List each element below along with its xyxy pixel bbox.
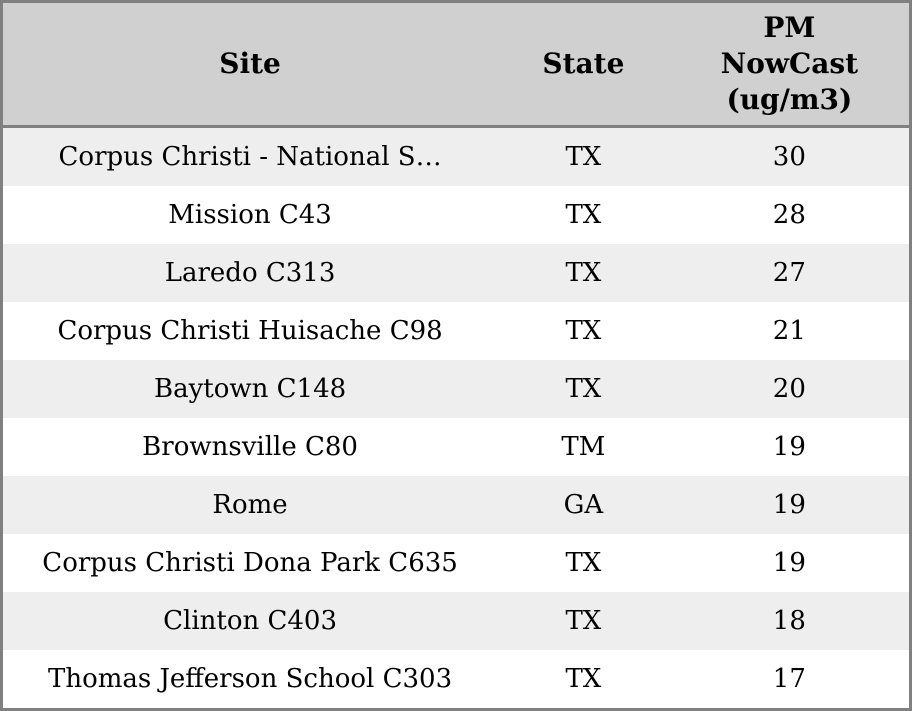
table-row: Mission C43 TX 28 [1,186,911,244]
site-cell: Thomas Jefferson School C303 [47,664,453,694]
site-cell: Brownsville C80 [142,432,358,462]
column-header-site: Site [1,1,498,128]
column-header-pm-nowcast-label: PM NowCast (ug/m3) [720,11,859,116]
state-cell: TX [565,664,602,694]
column-header-state-label: State [542,47,625,81]
state-cell: TX [565,200,602,230]
table-body: Corpus Christi - National S… TX 30 Mission … [1,126,911,710]
state-cell: TX [565,258,602,288]
site-cell: Corpus Christi - National S… [58,142,442,172]
table-row: Thomas Jefferson School C303 TX 17 [1,650,911,710]
table-row: Brownsville C80 TM 19 [1,418,911,476]
header-row: Site State PM NowCast (ug/m3) [1,1,911,128]
state-cell: TX [565,606,602,636]
column-header-pm-nowcast: PM NowCast (ug/m3) [669,1,911,128]
pm-nowcast-cell: 30 [772,142,806,172]
state-cell: TM [561,432,606,462]
site-cell: Clinton C403 [163,606,338,636]
pm-nowcast-cell: 18 [772,606,806,636]
state-cell: TX [565,548,602,578]
pm-nowcast-cell: 19 [772,490,806,520]
pm-nowcast-cell: 28 [772,200,806,230]
table-row: Rome GA 19 [1,476,911,534]
state-cell: TX [565,316,602,346]
state-cell: TX [565,142,602,172]
table-row: Corpus Christi - National S… TX 30 [1,126,911,186]
state-cell: TX [565,374,602,404]
site-cell: Corpus Christi Dona Park C635 [42,548,458,578]
pm-nowcast-cell: 20 [772,374,806,404]
table-header: Site State PM NowCast (ug/m3) [1,1,911,128]
site-cell: Laredo C313 [164,258,336,288]
state-cell: GA [563,490,604,520]
table-row: Corpus Christi Dona Park C635 TX 19 [1,534,911,592]
site-cell: Mission C43 [168,200,332,230]
pm-nowcast-cell: 19 [772,432,806,462]
table-row: Corpus Christi Huisache C98 TX 21 [1,302,911,360]
site-cell: Rome [212,490,288,520]
pm-nowcast-cell: 19 [772,548,806,578]
table-row: Laredo C313 TX 27 [1,244,911,302]
pm-nowcast-cell: 21 [772,316,806,346]
site-cell: Baytown C148 [153,374,347,404]
site-cell: Corpus Christi Huisache C98 [57,316,443,346]
column-header-site-label: Site [219,47,281,81]
column-header-state: State [497,1,670,128]
pm-nowcast-cell: 27 [772,258,806,288]
pm-nowcast-cell: 17 [772,664,806,694]
table-row: Clinton C403 TX 18 [1,592,911,650]
table-row: Baytown C148 TX 20 [1,360,911,418]
